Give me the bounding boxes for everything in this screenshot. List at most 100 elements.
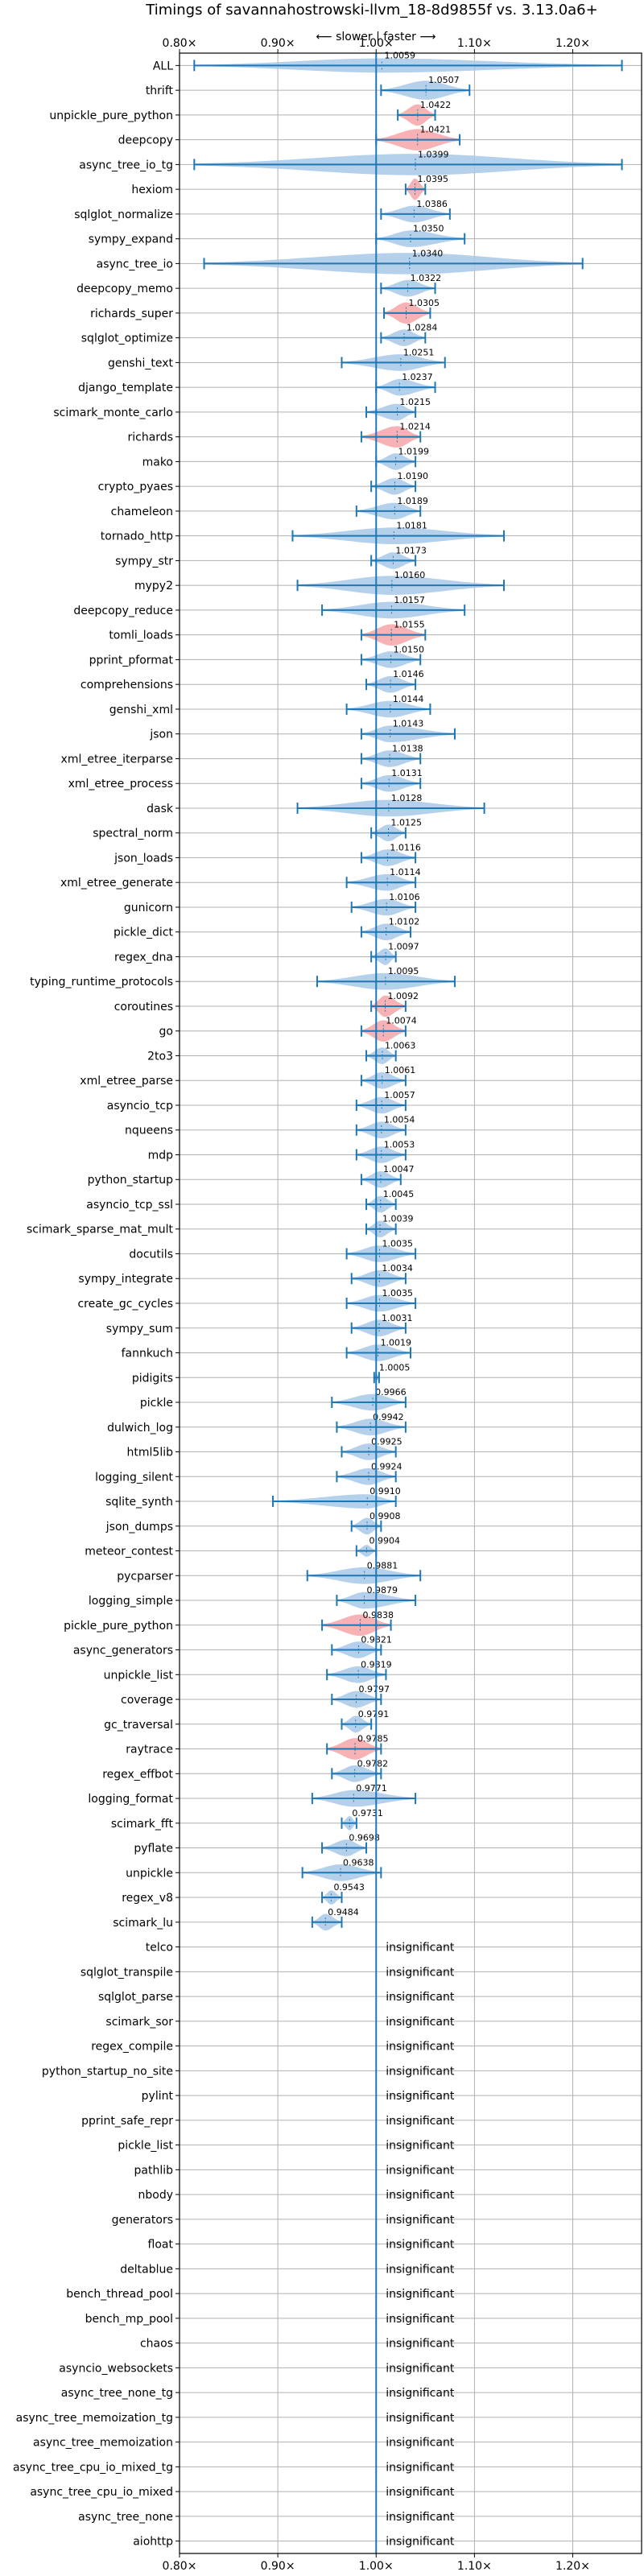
benchmark-label: asyncio_tcp_ssl — [86, 1199, 173, 1212]
benchmark-label: async_tree_none_tg — [61, 2387, 173, 2400]
value-label: 0.9785 — [357, 1734, 389, 1744]
value-label: 1.0128 — [391, 793, 423, 803]
value-label: 1.0173 — [395, 545, 427, 555]
value-label: 1.0125 — [391, 818, 422, 828]
benchmark-label: json_loads — [114, 852, 173, 865]
value-label: 1.0047 — [383, 1164, 415, 1174]
value-label: 1.0054 — [384, 1115, 415, 1125]
value-label: 1.0131 — [391, 768, 423, 778]
benchmark-label: hexiom — [131, 184, 173, 196]
value-label: 1.0053 — [384, 1139, 415, 1150]
benchmark-label: logging_silent — [95, 1471, 173, 1484]
value-label: 1.0350 — [413, 224, 444, 234]
benchmark-label: mdp — [148, 1149, 174, 1162]
benchmark-label: pidigits — [132, 1372, 173, 1385]
benchmark-label: richards — [128, 431, 174, 444]
benchmark-label: spectral_norm — [93, 828, 173, 840]
insignificant-label: insignificant — [386, 2536, 455, 2549]
benchmark-label: unpickle_pure_python — [49, 109, 173, 122]
value-label: 1.0045 — [383, 1189, 415, 1199]
benchmark-label: scimark_sor — [105, 2016, 173, 2029]
benchmark-label: comprehensions — [80, 679, 173, 691]
benchmark-label: async_generators — [73, 1645, 173, 1657]
benchmark-label: tomli_loads — [109, 630, 173, 642]
benchmark-label: bench_mp_pool — [85, 2313, 173, 2326]
benchmark-label: xml_etree_generate — [60, 877, 173, 890]
benchmark-label: pylint — [142, 2090, 174, 2103]
benchmark-label: sympy_sum — [106, 1323, 173, 1335]
benchmark-label: chameleon — [111, 506, 173, 518]
benchmark-label: regex_effbot — [102, 1768, 173, 1781]
x-tick-label-top: 0.90× — [261, 37, 295, 50]
value-label: 1.0095 — [388, 966, 419, 976]
insignificant-label: insignificant — [386, 2065, 455, 2078]
benchmark-label: asyncio_tcp — [107, 1100, 173, 1113]
benchmark-label: regex_compile — [91, 2041, 173, 2054]
value-label: 0.9771 — [356, 1783, 387, 1794]
benchmark-label: json — [149, 729, 173, 741]
benchmark-label: async_tree_memoization_tg — [16, 2412, 173, 2425]
x-tick-label-top: 1.20× — [555, 37, 590, 50]
benchmark-label: telco — [146, 1942, 173, 1955]
insignificant-label: insignificant — [386, 2313, 455, 2326]
value-label: 0.9904 — [369, 1536, 401, 1546]
benchmark-label: pprint_pformat — [89, 654, 174, 667]
benchmark-label: ALL — [153, 60, 173, 72]
benchmark-label: typing_runtime_protocols — [30, 976, 173, 989]
x-tick-label-top: 1.10× — [457, 37, 492, 50]
x-tick-label-bottom: 1.10× — [457, 2560, 492, 2573]
insignificant-label: insignificant — [386, 2189, 455, 2202]
benchmark-label: html5lib — [127, 1447, 174, 1459]
benchmark-label: go — [159, 1026, 173, 1038]
benchmark-label: async_tree_memoization — [33, 2437, 173, 2450]
benchmark-label: regex_dna — [114, 951, 173, 964]
insignificant-label: insignificant — [386, 2486, 455, 2499]
benchmark-label: xml_etree_process — [68, 778, 173, 791]
benchmark-label: raytrace — [126, 1744, 173, 1757]
value-label: 1.0106 — [389, 892, 419, 902]
value-label: 1.0097 — [388, 941, 419, 952]
value-label: 0.9731 — [352, 1808, 383, 1818]
value-label: 1.0155 — [394, 620, 425, 630]
benchmark-label: pickle_pure_python — [64, 1620, 173, 1633]
benchmark-label: dask — [147, 803, 174, 815]
value-label: 1.0190 — [397, 471, 428, 481]
value-label: 1.0237 — [402, 372, 433, 382]
axis-layer: 0.80× 0.80× 0.90× 0.90× 1.00× 1.00× 1.10× 1.10×… — [13, 37, 590, 2573]
value-label: 0.9879 — [366, 1585, 398, 1596]
benchmark-label: sqlglot_optimize — [81, 332, 173, 345]
value-label: 1.0284 — [407, 323, 438, 333]
insignificant-label: insignificant — [386, 2239, 455, 2252]
value-label: 0.9797 — [358, 1684, 390, 1695]
x-tick-label-top: 0.80× — [163, 37, 197, 50]
value-label: 1.0421 — [420, 125, 452, 135]
benchmark-label: sympy_expand — [89, 233, 173, 246]
benchmark-label: richards_super — [90, 308, 173, 320]
benchmark-label: scimark_fft — [111, 1818, 174, 1831]
x-tick-label-bottom: 0.90× — [261, 2560, 295, 2573]
label-layer: 1.0059 1.0507 1.0422 1.0421 1.0399 1.0395 1.03… — [328, 50, 459, 2548]
insignificant-label: insignificant — [386, 2214, 455, 2227]
chart-title: Timings of savannahostrowski-llvm_18-8d9… — [145, 2, 597, 19]
insignificant-label: insignificant — [386, 2016, 455, 2029]
benchmark-label: xml_etree_iterparse — [61, 753, 173, 766]
benchmark-label: deepcopy_memo — [76, 283, 173, 295]
benchmark-label: asyncio_websockets — [59, 2362, 173, 2375]
value-label: 1.0322 — [411, 273, 442, 283]
plot-frame — [179, 52, 642, 2554]
x-tick-label-bottom: 1.20× — [555, 2560, 590, 2573]
benchmark-label: pathlib — [134, 2164, 174, 2177]
benchmark-label: pycparser — [117, 1570, 173, 1583]
value-label: 1.0199 — [398, 446, 430, 456]
value-label: 0.9782 — [357, 1758, 389, 1769]
benchmark-label: logging_simple — [89, 1595, 173, 1608]
insignificant-label: insignificant — [386, 2288, 455, 2301]
benchmark-label: tornado_http — [101, 530, 173, 543]
benchmark-label: django_template — [78, 382, 173, 394]
insignificant-label: insignificant — [386, 2461, 455, 2474]
benchmark-label: coverage — [121, 1694, 173, 1707]
value-label: 1.0214 — [399, 422, 431, 432]
benchmark-label: unpickle — [126, 1867, 173, 1880]
benchmark-label: bench_thread_pool — [66, 2288, 173, 2301]
benchmark-label: pprint_safe_repr — [81, 2115, 173, 2128]
